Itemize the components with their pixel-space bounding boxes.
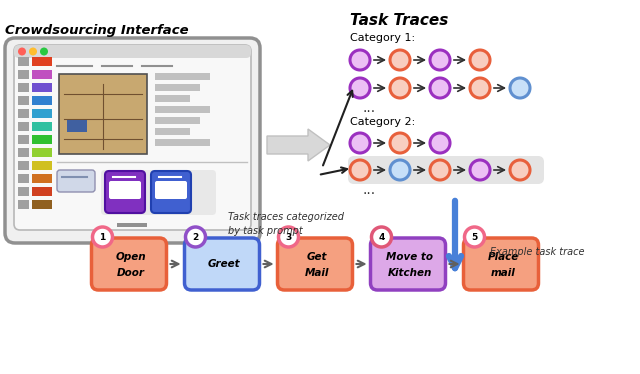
Circle shape xyxy=(510,160,530,180)
Circle shape xyxy=(390,78,410,98)
Bar xyxy=(32,57,52,66)
FancyBboxPatch shape xyxy=(371,238,445,290)
Circle shape xyxy=(465,227,484,247)
Bar xyxy=(18,70,29,79)
Text: 2: 2 xyxy=(193,233,198,242)
Text: 5: 5 xyxy=(472,233,477,242)
Text: Kitchen: Kitchen xyxy=(388,268,432,278)
Bar xyxy=(32,187,52,196)
Text: 4: 4 xyxy=(378,233,385,242)
Circle shape xyxy=(510,78,530,98)
Bar xyxy=(32,135,52,144)
Bar xyxy=(155,95,190,102)
FancyBboxPatch shape xyxy=(14,45,251,58)
Text: Open: Open xyxy=(116,252,147,262)
Bar xyxy=(18,200,29,209)
Bar xyxy=(18,187,29,196)
Text: Category 2:: Category 2: xyxy=(350,117,415,127)
Bar xyxy=(155,117,200,124)
Text: Category 1:: Category 1: xyxy=(350,33,415,43)
Circle shape xyxy=(350,50,370,70)
Text: Door: Door xyxy=(117,268,145,278)
Text: Example task trace: Example task trace xyxy=(490,247,584,257)
Bar xyxy=(155,84,200,91)
Circle shape xyxy=(93,227,113,247)
Circle shape xyxy=(186,227,205,247)
FancyBboxPatch shape xyxy=(14,45,251,230)
FancyBboxPatch shape xyxy=(5,38,260,243)
Text: Greet: Greet xyxy=(208,259,240,269)
FancyBboxPatch shape xyxy=(101,170,216,215)
Bar xyxy=(32,109,52,118)
Circle shape xyxy=(350,78,370,98)
FancyBboxPatch shape xyxy=(92,238,166,290)
Text: 1: 1 xyxy=(99,233,106,242)
Bar xyxy=(32,148,52,157)
FancyBboxPatch shape xyxy=(151,171,191,213)
FancyBboxPatch shape xyxy=(57,170,95,192)
Circle shape xyxy=(470,160,490,180)
Circle shape xyxy=(350,133,370,153)
Circle shape xyxy=(390,160,410,180)
Text: Mail: Mail xyxy=(305,268,329,278)
Bar xyxy=(18,109,29,118)
Bar xyxy=(18,161,29,170)
Bar xyxy=(32,83,52,92)
Text: ...: ... xyxy=(363,101,376,115)
Circle shape xyxy=(29,47,37,55)
Bar xyxy=(32,70,52,79)
Text: Task traces categorized
by task prompt: Task traces categorized by task prompt xyxy=(228,212,344,236)
Bar xyxy=(18,122,29,131)
FancyBboxPatch shape xyxy=(348,156,544,184)
Bar xyxy=(18,83,29,92)
Bar xyxy=(155,139,210,146)
Text: ...: ... xyxy=(363,183,376,197)
Text: Place: Place xyxy=(488,252,518,262)
Circle shape xyxy=(470,78,490,98)
Polygon shape xyxy=(110,243,154,263)
FancyBboxPatch shape xyxy=(109,181,141,199)
Bar xyxy=(155,106,210,113)
Circle shape xyxy=(371,227,392,247)
Circle shape xyxy=(470,50,490,70)
Bar xyxy=(32,96,52,105)
Bar xyxy=(32,200,52,209)
Bar xyxy=(59,74,147,154)
Text: Task Traces: Task Traces xyxy=(350,12,449,28)
Circle shape xyxy=(40,47,48,55)
FancyBboxPatch shape xyxy=(105,171,145,213)
Text: 3: 3 xyxy=(285,233,292,242)
Circle shape xyxy=(430,50,450,70)
Text: Get: Get xyxy=(307,252,327,262)
Circle shape xyxy=(430,78,450,98)
Circle shape xyxy=(18,47,26,55)
FancyBboxPatch shape xyxy=(184,238,259,290)
Circle shape xyxy=(430,133,450,153)
Bar xyxy=(18,174,29,183)
FancyBboxPatch shape xyxy=(278,238,353,290)
FancyBboxPatch shape xyxy=(463,238,538,290)
Bar xyxy=(18,135,29,144)
Bar xyxy=(155,128,190,135)
Bar xyxy=(117,223,147,227)
Bar xyxy=(18,148,29,157)
Circle shape xyxy=(390,133,410,153)
Bar xyxy=(18,96,29,105)
Bar xyxy=(155,73,210,80)
Circle shape xyxy=(350,160,370,180)
Circle shape xyxy=(430,160,450,180)
Polygon shape xyxy=(267,129,330,161)
Bar xyxy=(32,174,52,183)
Text: Move to: Move to xyxy=(387,252,433,262)
Text: mail: mail xyxy=(491,268,515,278)
Text: Crowdsourcing Interface: Crowdsourcing Interface xyxy=(5,24,189,37)
Ellipse shape xyxy=(106,258,158,268)
Bar xyxy=(67,120,87,132)
FancyBboxPatch shape xyxy=(155,181,187,199)
Circle shape xyxy=(278,227,298,247)
Bar xyxy=(18,57,29,66)
Bar xyxy=(32,122,52,131)
Bar xyxy=(32,161,52,170)
Circle shape xyxy=(390,50,410,70)
